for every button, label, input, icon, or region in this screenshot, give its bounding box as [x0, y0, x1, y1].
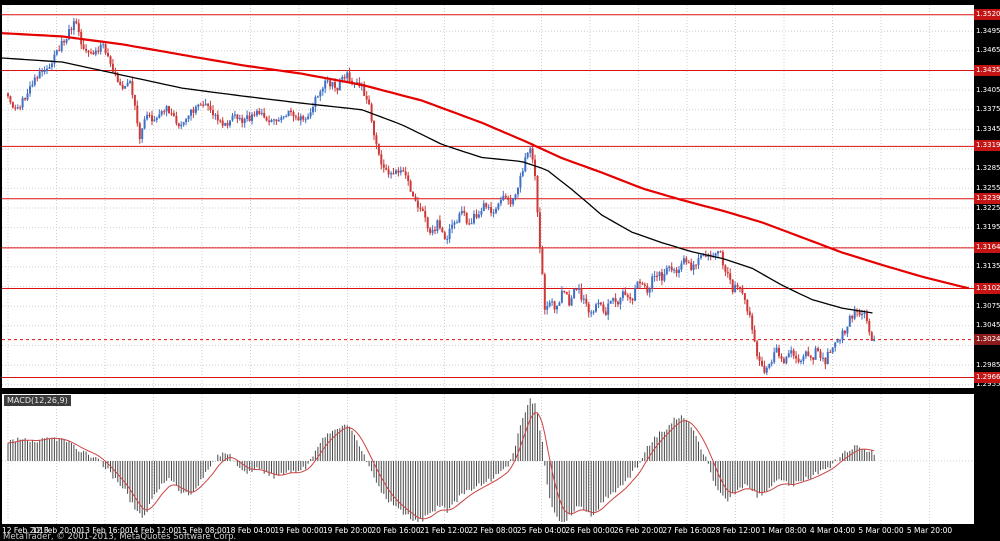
price-axis-label: 1.3495 [976, 26, 1000, 35]
price-axis-label: 1.3195 [976, 223, 1000, 232]
time-axis-label: 27 Feb 16:00 [662, 526, 712, 535]
price-chart-panel[interactable] [2, 5, 974, 388]
time-axis-label: 26 Feb 00:00 [565, 526, 615, 535]
time-axis-label: 12 Feb 20:00 [31, 526, 82, 535]
price-axis-label: 1.3285 [976, 164, 1000, 173]
price-axis-label: 1.3255 [976, 183, 1000, 192]
time-axis-label: 26 Feb 20:00 [613, 526, 664, 535]
hline-price-badge: 1.3319 [974, 140, 1000, 152]
price-axis-label: 1.3135 [976, 262, 1000, 271]
price-chart-canvas[interactable] [2, 5, 974, 388]
hline-price-badge: 1.3520 [974, 8, 1000, 20]
macd-indicator-canvas[interactable] [2, 394, 974, 524]
price-axis-label: 1.3465 [976, 46, 1000, 55]
time-axis-label: 14 Feb 12:00 [128, 526, 179, 535]
macd-indicator-label: MACD(12,26,9) [4, 395, 71, 406]
hline-price-badge: 1.3239 [974, 192, 1000, 204]
time-axis-label: 25 Feb 04:00 [516, 526, 567, 535]
hline-price-badge: 1.3164 [974, 241, 1000, 253]
price-axis[interactable]: 1.3495 1.3465 1.3405 1.3375 1.3345 1.3285 1.32… [974, 0, 1000, 541]
hline-price-badge: 1.3435 [974, 64, 1000, 76]
price-axis-label: 1.3345 [976, 124, 1000, 133]
time-axis-label: 5 Mar 00:00 [858, 526, 904, 535]
price-axis-label: 1.3375 [976, 105, 1000, 114]
time-axis-label: 15 Feb 08:00 [177, 526, 227, 535]
price-axis-label: 1.3045 [976, 321, 1000, 330]
time-axis-label: 4 Mar 04:00 [809, 526, 856, 535]
hline-price-badge: 1.2966 [974, 371, 1000, 383]
price-axis-label: 1.3225 [976, 203, 1000, 212]
macd-indicator-panel[interactable]: MACD(12,26,9) [2, 394, 974, 524]
time-axis-label: 19 Feb 20:00 [322, 526, 373, 535]
price-axis-label: 1.2985 [976, 360, 1000, 369]
time-axis-label: 13 Feb 16:00 [80, 526, 130, 535]
copyright-text: MetaTrader, © 2001-2013, MetaQuotes Soft… [3, 532, 237, 541]
price-axis-label: 1.3405 [976, 85, 1000, 94]
time-axis-label: 12 Feb 2013 [2, 526, 49, 535]
time-axis-label: 20 Feb 16:00 [371, 526, 421, 535]
time-axis-label: 21 Feb 12:00 [419, 526, 470, 535]
time-axis-label: 5 Mar 20:00 [906, 526, 953, 535]
time-axis-label: 28 Feb 12:00 [710, 526, 761, 535]
time-axis[interactable]: 12 Feb 2013 12 Feb 20:00 13 Feb 16:00 14 Fe… [0, 524, 974, 541]
price-axis-label: 1.2955 [976, 380, 1000, 389]
time-axis-label: 1 Mar 08:00 [761, 526, 807, 535]
bid-price-badge: 1.3024 [974, 333, 1000, 345]
time-axis-label: 18 Feb 04:00 [225, 526, 276, 535]
price-axis-label: 1.3075 [976, 301, 1000, 310]
time-axis-label: 19 Feb 00:00 [274, 526, 324, 535]
hline-price-badge: 1.3102 [974, 282, 1000, 294]
time-axis-label: 22 Feb 08:00 [468, 526, 518, 535]
